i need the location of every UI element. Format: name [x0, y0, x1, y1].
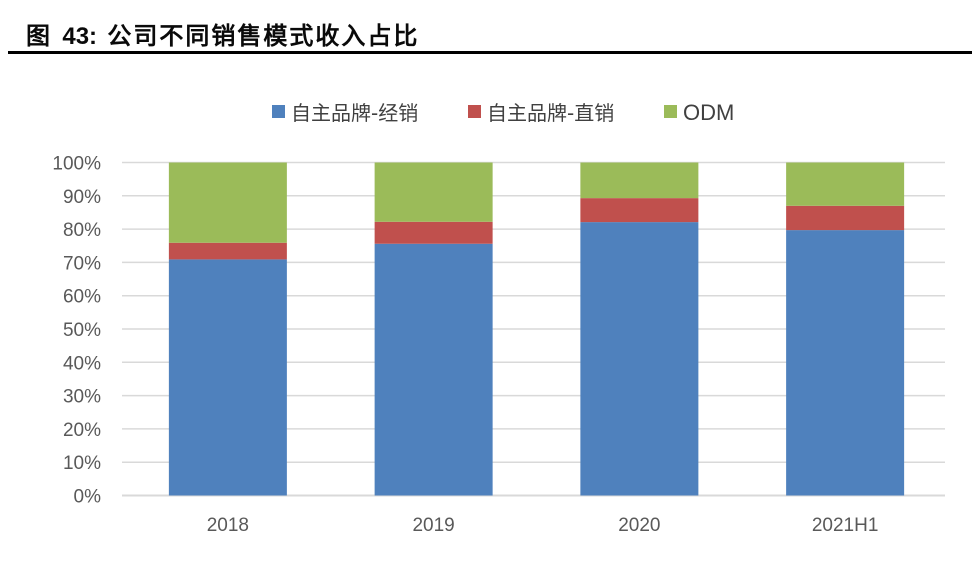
legend-swatch: [272, 105, 285, 118]
legend-label: 自主品牌-直销: [487, 101, 614, 125]
title-rule: [8, 51, 972, 54]
legend-swatch: [468, 105, 481, 118]
bar-segment: [168, 162, 287, 243]
legend-swatch: [664, 105, 677, 118]
y-tick-label: 100%: [52, 154, 101, 175]
x-tick-label: 2019: [412, 515, 454, 536]
y-tick-label: 40%: [63, 353, 101, 374]
y-tick-label: 60%: [63, 287, 101, 308]
x-tick-label: 2020: [618, 515, 660, 536]
y-axis: 0% 10% 20% 30% 40% 50% 60% 70% 80% 90% 100%: [52, 154, 101, 508]
bar-segment: [786, 205, 905, 231]
bar-segment: [374, 221, 493, 244]
bar-segment: [374, 162, 493, 222]
y-tick-label: 20%: [63, 420, 101, 441]
bar-segment: [168, 259, 287, 496]
figure-number: 43:: [62, 23, 98, 50]
legend: 自主品牌-经销 自主品牌-直销 ODM: [272, 100, 734, 125]
legend-label: ODM: [683, 100, 734, 125]
bar-segment: [580, 198, 699, 223]
bar-segment: [786, 162, 905, 206]
bar-segment: [580, 162, 699, 199]
legend-label: 自主品牌-经销: [291, 101, 418, 125]
figure-caption: 公司不同销售模式收入占比: [107, 22, 420, 50]
x-tick-label: 2021H1: [812, 515, 879, 536]
x-axis: 2018 2019 2020 2021H1: [207, 515, 879, 536]
y-tick-label: 10%: [63, 453, 101, 474]
y-tick-label: 30%: [63, 387, 101, 408]
figure-title: 图 43: 公司不同销售模式收入占比: [26, 16, 419, 51]
bar-segment: [786, 230, 905, 496]
y-tick-label: 50%: [63, 320, 101, 341]
bar-segment: [374, 243, 493, 496]
y-tick-label: 90%: [63, 187, 101, 208]
y-tick-label: 70%: [63, 253, 101, 274]
y-tick-label: 0%: [74, 487, 102, 508]
bar-segment: [580, 222, 699, 496]
y-tick-label: 80%: [63, 220, 101, 241]
bar-segment: [168, 242, 287, 260]
bars: [168, 162, 905, 496]
figure-label: 图: [26, 22, 52, 50]
x-tick-label: 2018: [207, 515, 249, 536]
